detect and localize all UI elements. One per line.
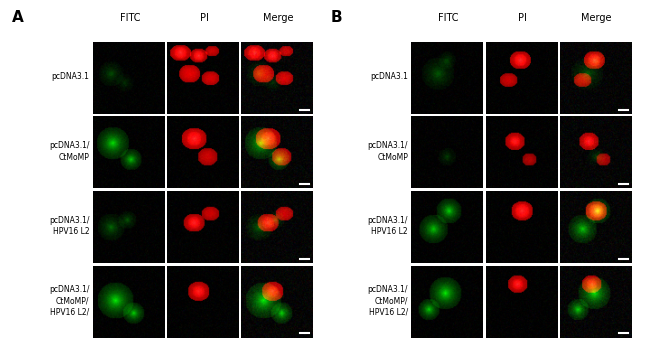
Text: pcDNA3.1/
CtMoMP: pcDNA3.1/ CtMoMP <box>49 142 90 162</box>
Text: pcDNA3.1: pcDNA3.1 <box>370 72 408 81</box>
Text: B: B <box>331 10 342 25</box>
Text: PI: PI <box>518 13 527 23</box>
Text: A: A <box>12 10 24 25</box>
Text: PI: PI <box>200 13 209 23</box>
Text: pcDNA3.1/
HPV16 L2: pcDNA3.1/ HPV16 L2 <box>367 216 408 236</box>
Text: pcDNA3.1/
CtMoMP/
HPV16 L2/: pcDNA3.1/ CtMoMP/ HPV16 L2/ <box>367 285 408 316</box>
Text: FITC: FITC <box>120 13 140 23</box>
Text: pcDNA3.1/
CtMoMP/
HPV16 L2/: pcDNA3.1/ CtMoMP/ HPV16 L2/ <box>49 285 90 316</box>
Text: pcDNA3.1: pcDNA3.1 <box>52 72 90 81</box>
Text: pcDNA3.1/
HPV16 L2: pcDNA3.1/ HPV16 L2 <box>49 216 90 236</box>
Text: pcDNA3.1/
CtMoMP: pcDNA3.1/ CtMoMP <box>367 142 408 162</box>
Text: FITC: FITC <box>438 13 459 23</box>
Text: Merge: Merge <box>582 13 612 23</box>
Text: Merge: Merge <box>263 13 293 23</box>
